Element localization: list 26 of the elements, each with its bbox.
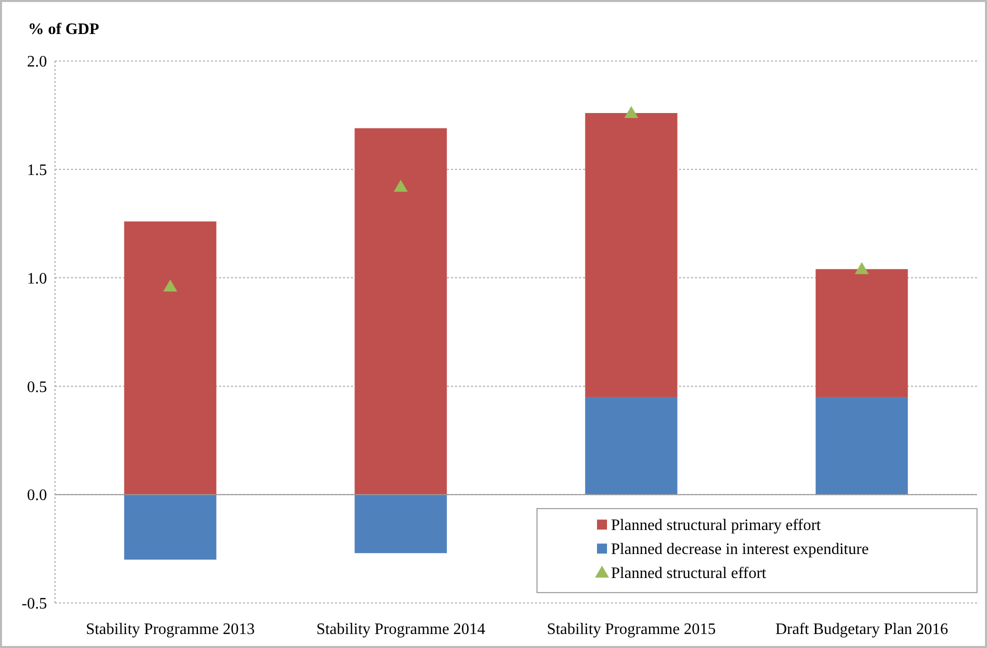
x-tick-label: Stability Programme 2013 (86, 621, 255, 638)
point (163, 279, 178, 292)
bar (354, 494, 447, 554)
bar (585, 113, 678, 398)
bar (585, 397, 678, 495)
legend-label: Planned structural effort (611, 565, 767, 582)
x-tick-label: Stability Programme 2015 (546, 621, 716, 638)
point (854, 262, 869, 274)
y-axis-title: % of GDP (28, 21, 100, 38)
point (624, 106, 638, 118)
y-tick-label: 0.5 (27, 378, 47, 396)
bar (816, 269, 908, 398)
legend-label: Planned decrease in interest expenditure (611, 541, 869, 558)
y-tick-label: 2.0 (27, 54, 47, 71)
legend-label: Planned structural primary effort (611, 517, 822, 534)
y-tick-label: 1.0 (27, 270, 47, 288)
point (394, 180, 408, 192)
bar (124, 494, 216, 560)
bar (816, 397, 908, 495)
x-tick-label: Stability Programme 2014 (316, 621, 486, 638)
bar (124, 221, 216, 495)
y-tick-label: 0.0 (27, 487, 47, 504)
y-tick-label: 1.5 (27, 162, 47, 179)
x-tick-label: Draft Budgetary Plan 2016 (775, 621, 948, 638)
bar (354, 128, 447, 495)
y-tick-label: -0.5 (22, 596, 47, 613)
